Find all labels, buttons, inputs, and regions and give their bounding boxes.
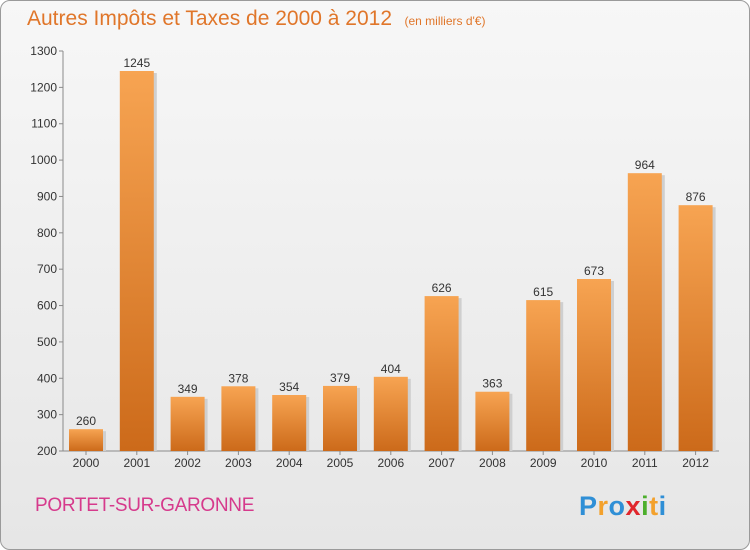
logo-letter: x — [625, 491, 642, 521]
x-tick-label: 2004 — [276, 456, 303, 470]
logo-letter: o — [608, 491, 626, 521]
bar-2007 — [424, 296, 459, 451]
x-tick-label: 2005 — [327, 456, 354, 470]
bar-2009 — [526, 300, 561, 451]
logo-letter: i — [641, 491, 650, 521]
x-tick-label: 2001 — [123, 456, 150, 470]
bar-2006 — [373, 376, 408, 451]
y-tick-label: 1100 — [31, 117, 57, 131]
y-tick-label: 400 — [37, 371, 57, 385]
logo-letter: t — [649, 491, 659, 521]
y-tick-label: 1200 — [30, 80, 57, 94]
y-tick-label: 300 — [37, 408, 57, 422]
value-label: 260 — [76, 414, 96, 428]
bar-2012 — [678, 205, 713, 451]
x-tick-label: 2012 — [682, 456, 709, 470]
value-label: 404 — [381, 362, 401, 376]
proxiti-logo: Proxiti — [579, 491, 667, 522]
labels: 260 2000 1245 2001 349 2002 378 2003 354 2004 379 2… — [73, 56, 710, 470]
title-row: Autres Impôts et Taxes de 2000 à 2012 (e… — [27, 7, 485, 31]
chart-subtitle: (en milliers d'€) — [404, 14, 486, 28]
y-tick-label: 900 — [37, 189, 57, 203]
bar-2010 — [577, 279, 611, 451]
y-tick-label: 800 — [37, 226, 57, 240]
value-label: 363 — [482, 377, 502, 391]
value-label: 1245 — [123, 56, 150, 70]
y-tick-label: 200 — [37, 444, 57, 458]
y-tick-label: 700 — [37, 262, 57, 276]
y-tick-label: 1000 — [30, 153, 57, 167]
bars — [69, 71, 716, 451]
bar-2011 — [627, 173, 662, 451]
value-label: 673 — [584, 264, 604, 278]
x-tick-label: 2009 — [530, 456, 557, 470]
x-tick-label: 2002 — [174, 456, 201, 470]
bar-2001 — [119, 71, 154, 451]
value-label: 876 — [686, 190, 706, 204]
city-name: PORTET-SUR-GARONNE — [35, 495, 255, 516]
value-label: 626 — [432, 281, 452, 295]
logo-letter: i — [658, 491, 667, 521]
bar-2008 — [475, 391, 510, 451]
x-tick-label: 2007 — [428, 456, 455, 470]
logo-letter: r — [597, 491, 609, 521]
y-tick-label: 1300 — [30, 44, 57, 58]
x-tick-label: 2003 — [225, 456, 252, 470]
x-tick-label: 2000 — [73, 456, 100, 470]
value-label: 964 — [635, 158, 655, 172]
value-label: 378 — [228, 371, 248, 385]
value-label: 354 — [279, 380, 299, 394]
chart-title: Autres Impôts et Taxes de 2000 à 2012 — [27, 7, 393, 30]
logo-letter: P — [579, 491, 598, 521]
bar-2000 — [69, 429, 103, 451]
bar-2002 — [170, 396, 205, 451]
value-label: 349 — [178, 382, 198, 396]
x-tick-label: 2010 — [581, 456, 608, 470]
bar-2003 — [221, 386, 256, 451]
value-label: 615 — [533, 285, 553, 299]
bar-2004 — [272, 395, 307, 451]
y-tick-label: 500 — [37, 335, 57, 349]
value-label: 379 — [330, 371, 350, 385]
x-tick-label: 2008 — [479, 456, 506, 470]
bar-2005 — [323, 385, 357, 451]
x-tick-label: 2011 — [632, 456, 658, 470]
y-tick-label: 600 — [37, 299, 57, 313]
x-tick-label: 2006 — [377, 456, 404, 470]
